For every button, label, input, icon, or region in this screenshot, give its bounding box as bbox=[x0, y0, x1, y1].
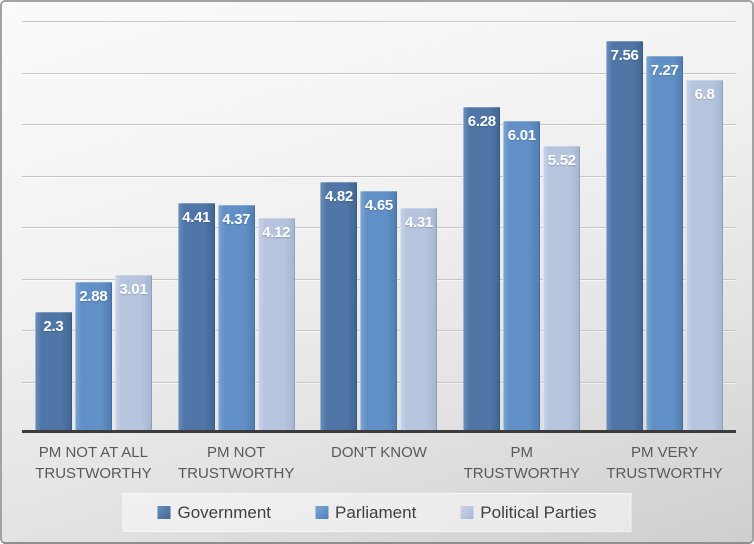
bar-value-label: 4.41 bbox=[182, 208, 211, 226]
gridline bbox=[22, 175, 736, 177]
bar-group: 4.82 4.65 4.31 bbox=[308, 21, 451, 430]
bar-government: 4.82 bbox=[320, 181, 358, 430]
bar-value-label: 4.65 bbox=[364, 196, 393, 214]
legend: Government Parliament Political Parties bbox=[122, 493, 632, 532]
bar-group: 4.41 4.37 4.12 bbox=[165, 21, 308, 430]
x-axis-labels: PM NOT AT ALL TRUSTWORTHY PM NOT TRUSTWOR… bbox=[22, 442, 736, 484]
bar-groups: 2.3 2.88 3.01 4.41 4.37 4.12 4.82 4.65 4.31 6.28 6… bbox=[22, 21, 736, 430]
gridline bbox=[22, 124, 736, 125]
bar-government: 4.41 bbox=[177, 202, 215, 430]
x-axis-label: PM NOT AT ALL TRUSTWORTHY bbox=[35, 444, 152, 482]
bar-value-label: 6.8 bbox=[694, 85, 715, 103]
plot-area: 2.3 2.88 3.01 4.41 4.37 4.12 4.82 4.65 4.31 6.28 6… bbox=[22, 21, 736, 433]
bar-value-label: 4.82 bbox=[324, 187, 353, 205]
x-axis-label: PM TRUSTWORTHY bbox=[463, 444, 580, 482]
bar-parliament: 7.27 bbox=[646, 55, 684, 430]
bar-parliament: 4.37 bbox=[217, 204, 255, 430]
bar-political-parties: 5.52 bbox=[543, 145, 581, 430]
gridline bbox=[22, 21, 736, 22]
bar-group: 7.56 7.27 6.8 bbox=[593, 21, 736, 430]
legend-swatch-icon bbox=[315, 506, 329, 519]
bar-group: 6.28 6.01 5.52 bbox=[450, 21, 593, 430]
x-axis-label: DON'T KNOW bbox=[331, 444, 427, 461]
legend-label: Political Parties bbox=[480, 502, 597, 522]
bar-political-parties: 3.01 bbox=[114, 275, 152, 430]
bar-value-label: 7.56 bbox=[610, 46, 639, 64]
bar-government: 2.3 bbox=[34, 311, 72, 430]
bar-value-label: 5.52 bbox=[547, 151, 576, 169]
bar-value-label: 6.28 bbox=[467, 112, 496, 130]
legend-label: Government bbox=[177, 502, 272, 522]
bar-political-parties: 4.31 bbox=[400, 208, 438, 430]
bar-government: 7.56 bbox=[606, 40, 644, 430]
legend-item-government: Government bbox=[157, 503, 271, 523]
bar-parliament: 2.88 bbox=[74, 281, 112, 430]
legend-item-parliament: Parliament bbox=[315, 503, 416, 523]
bar-political-parties: 6.8 bbox=[686, 79, 724, 430]
bar-political-parties: 4.12 bbox=[257, 217, 295, 430]
bar-value-label: 4.12 bbox=[262, 223, 291, 241]
legend-swatch-icon bbox=[157, 506, 171, 519]
legend-item-political-parties: Political Parties bbox=[460, 502, 597, 523]
bar-value-label: 2.3 bbox=[43, 317, 64, 335]
legend-label: Parliament bbox=[335, 502, 417, 522]
bar-value-label: 4.37 bbox=[222, 210, 251, 228]
x-axis-label: PM VERY TRUSTWORTHY bbox=[606, 444, 723, 482]
bar-group: 2.3 2.88 3.01 bbox=[22, 21, 165, 430]
bar-parliament: 6.01 bbox=[503, 120, 541, 430]
bar-value-label: 7.27 bbox=[650, 61, 679, 79]
bar-value-label: 3.01 bbox=[119, 281, 148, 298]
bar-value-label: 6.01 bbox=[507, 126, 536, 144]
bar-value-label: 2.88 bbox=[79, 287, 108, 305]
legend-swatch-icon bbox=[460, 506, 474, 519]
gridline bbox=[22, 72, 736, 74]
x-axis-label: PM NOT TRUSTWORTHY bbox=[178, 444, 295, 482]
bar-parliament: 4.65 bbox=[360, 190, 398, 430]
bar-value-label: 4.31 bbox=[404, 214, 433, 232]
bar-government: 6.28 bbox=[463, 106, 501, 430]
